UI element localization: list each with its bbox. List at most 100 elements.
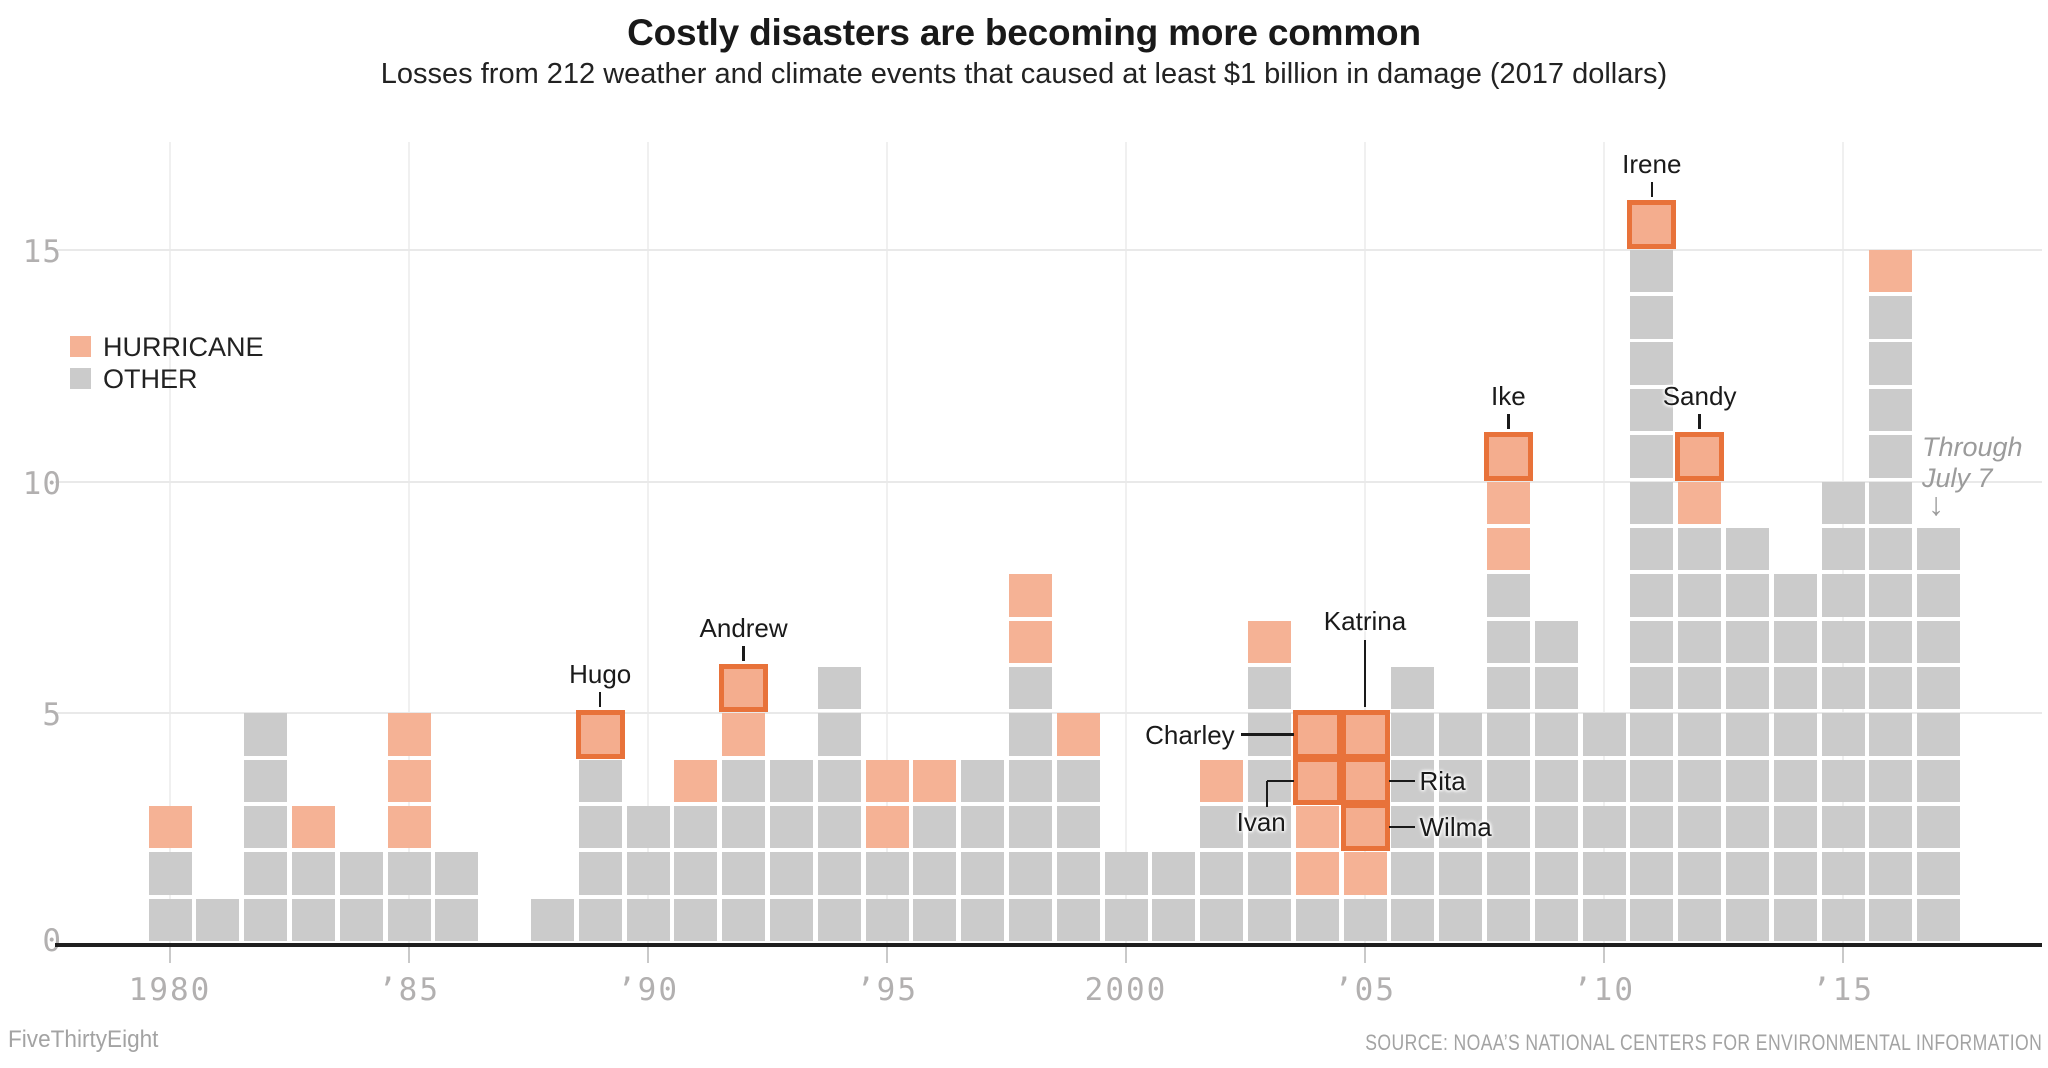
y-gridline [55,480,2042,483]
other-square [244,805,288,849]
other-square [1486,805,1530,849]
other-square [1869,620,1913,664]
other-square [1678,574,1722,617]
other-square [148,852,192,895]
other-square [1773,852,1817,895]
hurricane-square [865,759,909,803]
other-square [1534,620,1578,664]
other-square [1534,898,1578,942]
other-square [1343,898,1387,942]
other-square [913,898,957,942]
other-square [1869,342,1913,385]
other-square [1391,898,1435,942]
other-square [769,759,813,803]
hurricane-square [1869,249,1913,293]
other-square [1917,713,1961,756]
other-square [865,852,909,895]
through-date-note: Through July 7 [1922,432,2023,493]
other-square [1630,898,1674,942]
other-square [339,898,383,942]
other-square [1439,852,1483,895]
other-square [1534,713,1578,756]
hurricane-square [1486,527,1530,571]
hurricane-square [291,805,335,849]
other-square [1917,527,1961,571]
other-square [1630,388,1674,432]
hurricane-square [1008,620,1052,664]
annotation-sandy: Sandy [1662,381,1737,412]
other-square [1869,852,1913,895]
other-square [1725,852,1769,895]
x-tick-label: ’90 [617,972,679,1008]
other-square [1678,527,1722,571]
other-square [1200,898,1244,942]
x-tickmark [1603,947,1605,963]
hurricane-square [387,713,431,756]
other-square [244,713,288,756]
other-square [1678,852,1722,895]
other-square [1630,574,1674,617]
hurricane-highlight-square-andrew [719,663,769,713]
other-square [1773,805,1817,849]
other-square [626,898,670,942]
other-square [1821,713,1865,756]
other-square [1486,713,1530,756]
other-square [1869,898,1913,942]
other-square [1773,666,1817,710]
other-square [1725,898,1769,942]
hurricane-square [1008,574,1052,617]
other-square [769,805,813,849]
other-square [196,898,240,942]
x-gridline [886,142,888,943]
x-gridline [1364,142,1366,943]
x-axis-line [55,943,2042,947]
callout-line-rita [1388,779,1415,783]
other-square [865,898,909,942]
hurricane-highlight-square-ivan [1292,756,1342,806]
hurricane-highlight-square-sandy [1675,432,1725,481]
callout-line-irene [1650,182,1654,198]
other-square [435,898,479,942]
hurricane-square [865,805,909,849]
other-square [1534,666,1578,710]
other-square [674,898,718,942]
x-tick-label: ’05 [1334,972,1396,1008]
other-square [291,898,335,942]
other-square [1008,666,1052,710]
other-square [1152,898,1196,942]
x-tickmark [886,947,888,963]
other-square [1773,574,1817,617]
other-square [1056,898,1100,942]
other-square [769,852,813,895]
down-arrow-icon: ↓ [1928,486,1944,522]
other-square [769,898,813,942]
other-square [1630,296,1674,339]
annotation-katrina: Katrina [1323,606,1407,637]
callout-line-ivan-v [1265,780,1269,807]
annotation-irene: Irene [1622,149,1682,180]
other-square [244,759,288,803]
other-square [1869,527,1913,571]
x-gridline [1603,142,1605,943]
other-square [1630,805,1674,849]
annotation-charley: Charley [1145,719,1235,750]
other-square [1630,527,1674,571]
other-square [1247,898,1291,942]
other-square [1582,852,1626,895]
other-square [1773,620,1817,664]
other-square [1678,666,1722,710]
other-square [578,852,622,895]
hurricane-highlight-square-irene [1627,200,1677,249]
hurricane-square [1295,805,1339,849]
other-swatch-icon [70,368,91,389]
other-square [1821,852,1865,895]
x-gridline [647,142,649,943]
other-square [961,805,1005,849]
callout-line-ivan-h [1267,779,1294,783]
other-square [435,852,479,895]
other-square [1725,805,1769,849]
other-square [1725,666,1769,710]
other-square [1008,852,1052,895]
other-square [1630,713,1674,756]
